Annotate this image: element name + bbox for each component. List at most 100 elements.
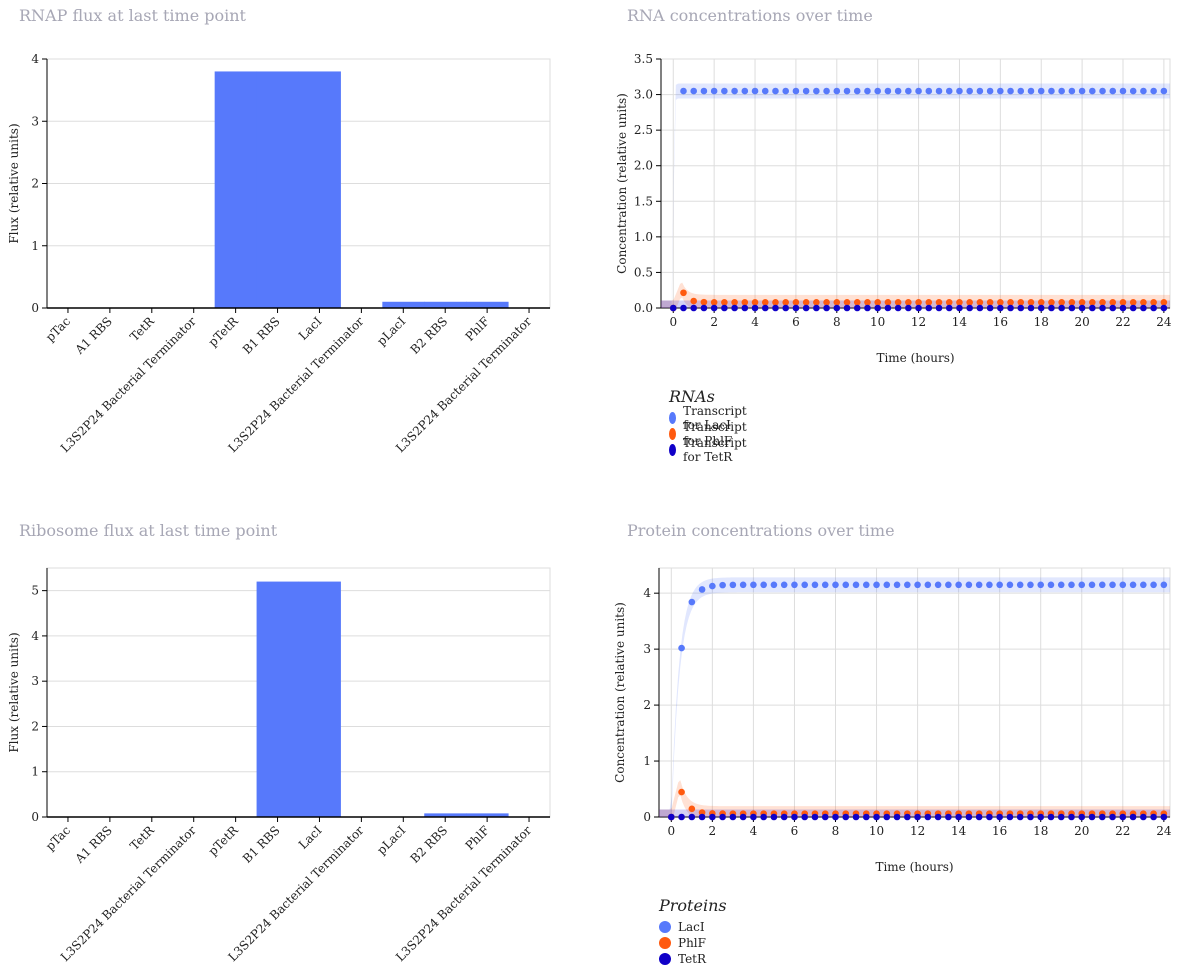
x-tick-label: 22 — [1115, 315, 1130, 329]
point-transcript-for-tetr — [1119, 304, 1127, 312]
point-transcript-for-tetr — [1150, 304, 1157, 312]
point-transcript-for-tetr — [935, 304, 943, 312]
legend-item-lacI[interactable]: LacI — [659, 919, 727, 935]
point-transcript-for-laci — [823, 87, 830, 95]
plot-frame — [658, 567, 1171, 818]
point-transcript-for-tetr — [1109, 304, 1117, 312]
point-transcript-for-phlf — [1058, 299, 1065, 306]
point-laci — [719, 581, 726, 589]
rnap-chart-title: RNAP flux at last time point — [19, 6, 246, 25]
point-transcript-for-laci — [945, 87, 953, 95]
point-transcript-for-laci — [874, 87, 881, 95]
point-transcript-for-laci — [792, 87, 800, 95]
point-transcript-for-laci — [1089, 87, 1096, 95]
point-tetr — [770, 813, 778, 821]
legend-item-phlF-transcript[interactable]: Transcript for PhlF — [669, 420, 752, 448]
point-laci — [1037, 581, 1045, 589]
point-laci — [924, 581, 932, 589]
point-transcript-for-phlf — [894, 299, 902, 306]
y-tick-label: 2 — [643, 698, 651, 712]
point-transcript-for-laci — [1027, 87, 1035, 95]
x-tick-label: 4 — [751, 315, 759, 329]
point-transcript-for-phlf — [1027, 299, 1035, 306]
point-transcript-for-laci — [710, 87, 718, 95]
x-tick-label: 6 — [792, 315, 800, 329]
point-transcript-for-phlf — [1048, 299, 1055, 306]
point-tetr — [801, 813, 809, 821]
point-laci — [1140, 581, 1147, 589]
point-tetr — [862, 813, 870, 821]
point-tetr — [924, 813, 932, 821]
point-transcript-for-laci — [761, 87, 769, 95]
x-tick-label: 16 — [993, 315, 1008, 329]
point-tetr — [1129, 813, 1137, 821]
point-tetr — [1109, 813, 1116, 821]
x-tick-label: 20 — [1074, 824, 1089, 838]
point-tetr — [791, 813, 798, 821]
x-tick-label: 0 — [667, 824, 675, 838]
point-laci — [914, 581, 921, 589]
point-transcript-for-phlf — [1017, 299, 1025, 306]
point-transcript-for-phlf — [1068, 299, 1076, 306]
y-tick-label: 0.5 — [634, 265, 653, 279]
y-tick-label: 1 — [31, 765, 39, 779]
bar-laci — [298, 71, 341, 308]
point-transcript-for-tetr — [710, 304, 718, 312]
y-tick-label: 4 — [643, 586, 651, 600]
y-tick-label: 2.0 — [634, 159, 653, 173]
point-phlf — [678, 788, 685, 796]
point-laci — [1150, 581, 1157, 589]
point-transcript-for-phlf — [884, 299, 892, 306]
rna-legend-title: RNAs — [669, 387, 715, 406]
x-tick-label: 0 — [669, 315, 677, 329]
legend-item-lacI-transcript[interactable]: Transcript for LacI — [669, 404, 752, 432]
point-transcript-for-phlf — [1099, 299, 1106, 306]
point-laci — [780, 581, 788, 589]
point-transcript-for-tetr — [1017, 304, 1025, 312]
point-transcript-for-tetr — [761, 304, 769, 312]
protein-legend-title: Proteins — [659, 896, 727, 915]
legend-item-tetR[interactable]: TetR — [659, 951, 727, 967]
bar-b1-rbs — [256, 71, 299, 308]
y-tick-label: 1 — [643, 754, 651, 768]
point-transcript-for-tetr — [741, 304, 749, 312]
point-transcript-for-laci — [925, 87, 933, 95]
point-tetr — [698, 813, 706, 821]
point-laci — [873, 581, 880, 589]
point-transcript-for-laci — [853, 87, 861, 95]
y-axis-label: Flux (relative units) — [7, 123, 21, 243]
y-tick-label: 3.0 — [634, 88, 653, 102]
point-laci — [729, 581, 737, 589]
bar-b2-rbs — [424, 301, 467, 308]
point-transcript-for-tetr — [853, 304, 861, 312]
point-tetr — [842, 813, 850, 821]
point-transcript-for-tetr — [1140, 304, 1147, 312]
legend-item-tetR-transcript[interactable]: Transcript for TetR — [669, 436, 752, 464]
point-laci — [750, 581, 757, 589]
point-laci — [770, 581, 778, 589]
point-transcript-for-laci — [731, 87, 738, 95]
point-transcript-for-phlf — [813, 299, 820, 306]
point-laci — [1088, 581, 1096, 589]
point-transcript-for-phlf — [864, 299, 871, 306]
point-transcript-for-phlf — [833, 299, 841, 306]
point-transcript-for-phlf — [761, 299, 769, 306]
point-transcript-for-laci — [802, 87, 810, 95]
legend-item-phlF[interactable]: PhlF — [659, 935, 727, 951]
y-tick-label: 5 — [31, 584, 39, 598]
point-laci — [1047, 581, 1055, 589]
point-tetr — [1088, 813, 1096, 821]
point-laci — [852, 581, 860, 589]
point-transcript-for-tetr — [1089, 304, 1096, 312]
point-tetr — [873, 813, 880, 821]
point-transcript-for-laci — [966, 87, 973, 95]
point-transcript-for-phlf — [853, 299, 861, 306]
point-transcript-for-tetr — [986, 304, 994, 312]
point-tetr — [965, 813, 973, 821]
point-transcript-for-tetr — [1007, 304, 1014, 312]
point-laci — [688, 598, 696, 606]
point-transcript-for-tetr — [1068, 304, 1076, 312]
point-tetr — [996, 813, 1003, 821]
point-transcript-for-laci — [1119, 87, 1127, 95]
